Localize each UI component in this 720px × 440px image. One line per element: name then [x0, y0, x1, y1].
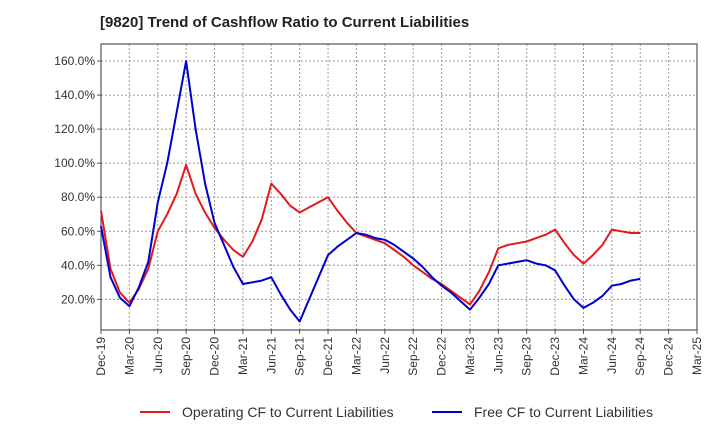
legend-item-free-cf: Free CF to Current Liabilities — [432, 404, 653, 420]
x-tick-label: Jun-23 — [491, 337, 505, 374]
x-tick-label: Jun-20 — [151, 337, 165, 374]
y-tick-label: 20.0% — [61, 292, 95, 306]
legend-label-free-cf: Free CF to Current Liabilities — [474, 404, 653, 420]
x-tick-label: Sep-21 — [293, 337, 307, 376]
x-tick-label: Jun-22 — [378, 337, 392, 374]
x-tick-label: Dec-24 — [662, 337, 676, 376]
operating-cf-line — [100, 163, 641, 306]
x-tick-label: Dec-19 — [94, 337, 108, 376]
y-tick-label: 40.0% — [61, 258, 95, 272]
x-tick-label: Mar-23 — [463, 337, 477, 375]
legend-swatch-operating-cf — [140, 411, 170, 413]
y-tick-label: 60.0% — [61, 224, 95, 238]
x-tick-label: Mar-24 — [576, 337, 590, 375]
x-tick-label: Mar-22 — [349, 337, 363, 375]
y-tick-label: 140.0% — [54, 88, 95, 102]
x-tick-label: Jun-24 — [605, 337, 619, 374]
y-tick-label: 160.0% — [54, 54, 95, 68]
x-tick-label: Jun-21 — [264, 337, 278, 374]
x-tick-label: Mar-20 — [122, 337, 136, 375]
free-cf-line — [100, 60, 641, 323]
x-tick-label: Dec-20 — [208, 337, 222, 376]
x-tick-label: Mar-25 — [690, 337, 704, 375]
legend-swatch-free-cf — [432, 411, 462, 413]
y-tick-label: 120.0% — [54, 122, 95, 136]
x-tick-label: Sep-22 — [406, 337, 420, 376]
x-tick-label: Dec-23 — [548, 337, 562, 376]
legend-label-operating-cf: Operating CF to Current Liabilities — [182, 404, 394, 420]
x-tick-label: Mar-21 — [236, 337, 250, 375]
legend: Operating CF to Current Liabilities Free… — [0, 404, 720, 426]
x-tick-label: Dec-21 — [321, 337, 335, 376]
x-tick-label: Sep-23 — [520, 337, 534, 376]
x-tick-label: Sep-20 — [179, 337, 193, 376]
plot-frame — [100, 43, 698, 331]
x-tick-label: Sep-24 — [633, 337, 647, 376]
legend-item-operating-cf: Operating CF to Current Liabilities — [140, 404, 394, 420]
y-tick-label: 100.0% — [54, 156, 95, 170]
y-tick-label: 80.0% — [61, 190, 95, 204]
chart-title: [9820] Trend of Cashflow Ratio to Curren… — [100, 14, 470, 31]
x-tick-label: Dec-22 — [435, 337, 449, 376]
